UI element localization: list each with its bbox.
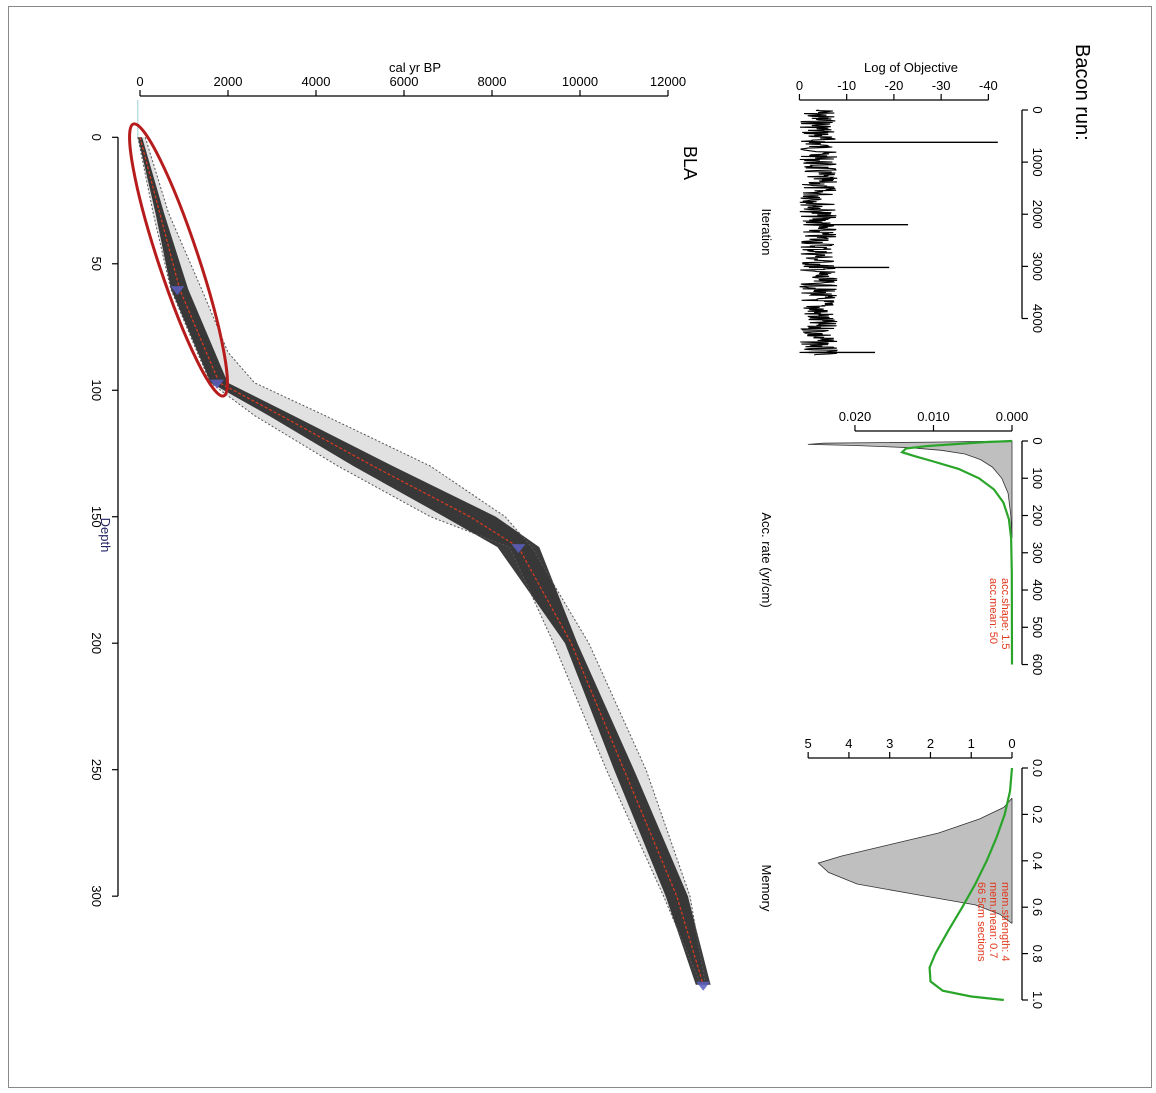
age-tick-label: 2000 [214,74,243,89]
dated-level-marker [511,544,526,554]
y-tick-label: 0 [1008,736,1015,751]
prior-curve [899,439,1014,665]
x-tick-label: 1000 [1030,148,1045,177]
x-tick-label: 0.0 [1030,759,1045,777]
age-tick-label: 12000 [650,74,686,89]
x-tick-label: 0.2 [1030,805,1045,823]
uncertainty-envelope [137,137,706,985]
dated-level-marker [170,286,185,296]
x-tick-label: 0.8 [1030,945,1045,963]
objective-axis-label: Log of Objective [864,60,958,75]
y-tick-label: -20 [885,78,904,93]
y-tick-label: 0 [796,78,803,93]
median-age-line [139,137,704,985]
posterior-area [817,797,1013,924]
y-tick-label: 4 [845,736,852,751]
depth-axis-label: Depth [98,518,113,553]
memory-panel: 0.0 0.2 0.4 0.6 0.8 1.0 0 1 2 3 4 5 [805,736,1045,1009]
y-tick-label: 0.010 [917,409,950,424]
highlight-ellipse [128,122,229,398]
mem-mean-annotation: mem.mean: 0.7 [987,882,999,958]
page-title: Bacon run: [1071,44,1093,141]
mem-strength-annotation: mem.strength: 4 [999,882,1011,961]
acc-shape-annotation: acc.shape: 1.5 [999,578,1011,650]
x-tick-label: 4000 [1030,304,1045,333]
dated-level-marker [210,379,224,389]
x-tick-label: 200 [1030,505,1045,527]
x-tick-label: 3000 [1030,252,1045,281]
age-tick-label: 10000 [562,74,598,89]
depth-tick-label: 0 [89,134,104,141]
x-tick-label: 0.6 [1030,898,1045,916]
figure-frame [8,6,1152,1088]
posterior-area [807,440,1013,538]
acc-mean-annotation: acc.mean: 50 [987,578,999,644]
age-tick-label: 4000 [302,74,331,89]
x-tick-label: 100 [1030,467,1045,489]
x-tick-label: 300 [1030,542,1045,564]
core-name-label: BLA [680,146,700,180]
acc-rate-axis-label: Acc. rate (yr/cm) [759,512,774,607]
y-tick-label: -30 [932,78,951,93]
x-tick-label: 600 [1030,654,1045,676]
x-tick-label: 0 [1030,106,1045,113]
calyr-axis-label: cal yr BP [389,60,441,75]
age-depth-panel: 0 50 100 150 200 250 300 0 2000 4000 6000 8000 10000… [89,74,711,991]
depth-tick-label: 150 [89,506,104,528]
y-tick-label: -10 [837,78,856,93]
memory-axis-label: Memory [759,865,774,912]
y-tick-label: 0.020 [839,409,872,424]
age-tick-label: 6000 [390,74,419,89]
prior-curve [928,767,1014,1002]
depth-tick-label: 250 [89,759,104,781]
y-tick-label: 5 [805,736,812,751]
x-tick-label: 400 [1030,579,1045,601]
objective-trace-line [799,109,839,356]
envelope-min-line [137,137,702,985]
sections-annotation: 66 5cm sections [975,882,987,962]
age-tick-label: 8000 [478,74,507,89]
core-probability-band [137,137,711,985]
dated-level-marker [696,981,711,991]
depth-tick-label: 50 [89,257,104,271]
objective-trace-panel: 0 1000 2000 3000 4000 -40 -30 -20 -10 0 [796,78,1045,356]
age-tick-label: 0 [136,74,143,89]
x-tick-label: 0.4 [1030,852,1045,870]
x-tick-label: 1.0 [1030,991,1045,1009]
iteration-axis-label: Iteration [759,209,774,256]
x-tick-label: 500 [1030,616,1045,638]
x-tick-label: 0 [1030,437,1045,444]
depth-tick-label: 200 [89,632,104,654]
y-tick-label: -40 [979,78,998,93]
y-tick-label: 2 [927,736,934,751]
accumulation-rate-panel: 0 100 200 300 400 500 600 0.000 0.010 0.020 [807,409,1045,676]
depth-tick-label: 300 [89,885,104,907]
x-tick-label: 2000 [1030,200,1045,229]
y-tick-label: 1 [968,736,975,751]
y-tick-label: 3 [886,736,893,751]
depth-tick-label: 100 [89,379,104,401]
y-tick-label: 0.000 [996,409,1029,424]
envelope-max-line [144,137,706,985]
